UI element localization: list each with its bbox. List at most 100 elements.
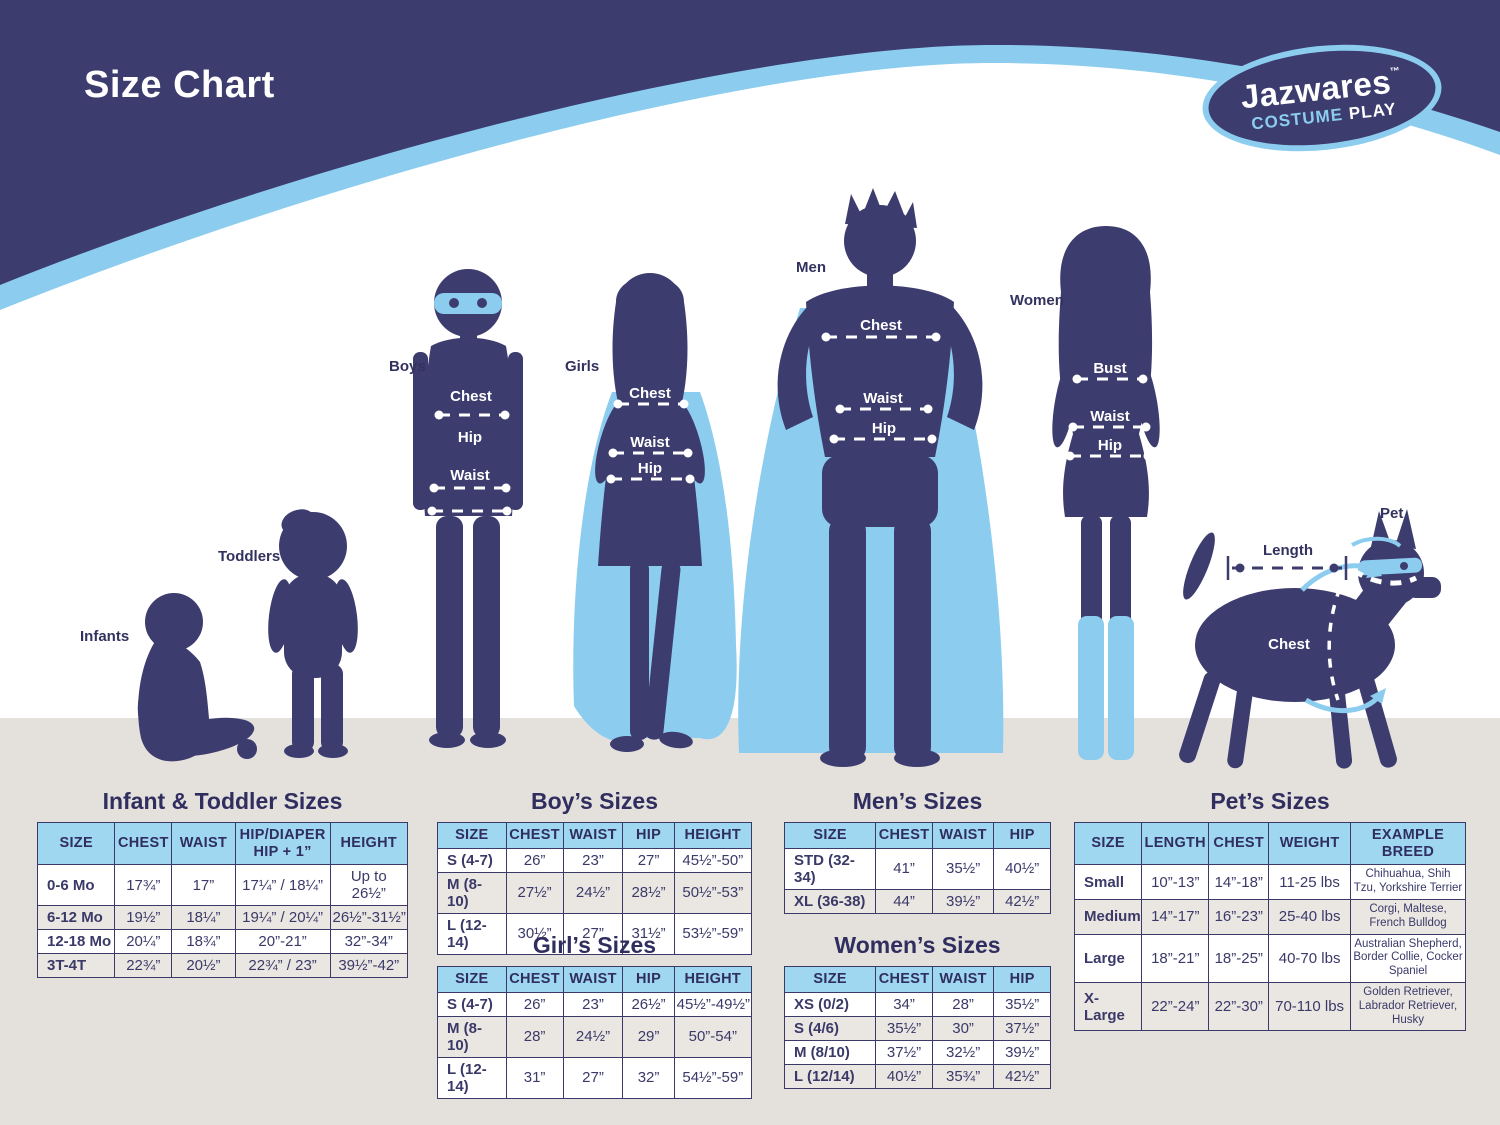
table-cell: Chihuahua, Shih Tzu, Yorkshire Terrier xyxy=(1350,864,1466,900)
pet-chest-label: Chest xyxy=(1268,636,1310,653)
pets-sizes-section: Pet’s Sizes SIZE LENGTH CHEST WEIGHT EXAMPLE… xyxy=(1073,788,1466,1032)
column-header: WAIST xyxy=(562,822,624,849)
table-cell: 28½” xyxy=(622,871,675,914)
table-row: XS (0/2) 34” 28” 35½” xyxy=(783,991,1051,1017)
table-cell: 53½”-59” xyxy=(673,912,753,955)
pet-dog-silhouette xyxy=(1179,509,1441,769)
boy-silhouette xyxy=(413,269,523,748)
table-cell: 32” xyxy=(622,1056,675,1099)
table-cell: 19¼” / 20¼” xyxy=(234,905,331,931)
infants-label: Infants xyxy=(80,628,130,645)
mens-sizes-table: SIZE CHEST WAIST HIP STD (32-34) 41” 35½” 40½” X… xyxy=(783,822,1051,914)
trademark-symbol: ™ xyxy=(1389,65,1401,78)
infant-silhouette xyxy=(137,593,257,762)
table-cell: 54½”-59” xyxy=(673,1056,753,1099)
table-cell: 27” xyxy=(562,1056,624,1099)
table-cell: 44” xyxy=(875,888,933,914)
table-cell: 45½”-50” xyxy=(673,847,753,873)
table-row: M (8-10) 28” 24½” 29” 50”-54” xyxy=(437,1015,753,1058)
women-waist-label: Waist xyxy=(1090,408,1130,425)
column-header: CHEST xyxy=(114,821,173,866)
table-cell: Up to 26½” xyxy=(329,864,408,907)
table-cell: Golden Retriever, Labrador Retriever, Hu… xyxy=(1350,981,1466,1032)
infant-toddler-sizes-title: Infant & Toddler Sizes xyxy=(102,788,343,814)
table-row: S (4/6) 35½” 30” 37½” xyxy=(783,1015,1051,1041)
table-cell: L (12/14) xyxy=(783,1063,877,1089)
column-header: SIZE xyxy=(437,822,507,849)
mens-sizes-section: Men’s Sizes SIZE CHEST WAIST HIP STD (32-34)… xyxy=(783,788,1051,914)
column-header: HIP xyxy=(622,822,675,849)
table-cell: M (8-10) xyxy=(437,871,507,914)
table-cell: 37½” xyxy=(875,1039,933,1065)
table-cell: 23” xyxy=(562,847,624,873)
pet-length-line xyxy=(1226,556,1348,580)
table-row: 0-6 Mo 17¾” 17” 17¼” / 18¼” Up to 26½” xyxy=(36,864,408,907)
table-cell: STD (32-34) xyxy=(783,847,877,890)
table-cell: 20½” xyxy=(171,953,236,979)
boys-sizes-title: Boy’s Sizes xyxy=(531,788,658,814)
pet-label: Pet xyxy=(1380,505,1404,522)
column-header: HIP xyxy=(993,822,1051,849)
column-header: WAIST xyxy=(931,822,995,849)
girls-label: Girls xyxy=(565,358,600,375)
table-cell: Large xyxy=(1073,933,1143,983)
table-cell: 32”-34” xyxy=(329,929,408,955)
column-header: WAIST xyxy=(562,966,624,993)
table-cell: 40½” xyxy=(875,1063,933,1089)
table-row: M (8/10) 37½” 32½” 39½” xyxy=(783,1039,1051,1065)
womens-sizes-table: SIZE CHEST WAIST HIP XS (0/2) 34” 28” 35½” S (4/… xyxy=(783,966,1051,1089)
table-cell: 70-110 lbs xyxy=(1268,981,1352,1032)
table-cell: 39½” xyxy=(931,888,995,914)
table-cell: 27” xyxy=(562,912,624,955)
table-cell: 18”-21” xyxy=(1141,933,1210,983)
table-cell: XS (0/2) xyxy=(783,991,877,1017)
pet-length-line-dots xyxy=(1235,563,1339,573)
table-cell: 31” xyxy=(505,1056,564,1099)
column-header: WAIST xyxy=(171,821,236,866)
table-cell: 18¾” xyxy=(171,929,236,955)
toddlers-label: Toddlers xyxy=(218,548,281,565)
table-cell: 28” xyxy=(505,1015,564,1058)
table-cell: 31½” xyxy=(622,912,675,955)
men-chest-label: Chest xyxy=(860,317,902,334)
column-header: HIP/DIAPER HIP + 1” xyxy=(234,821,331,866)
boys-sizes-section: Boy’s Sizes SIZE CHEST WAIST HIP HEIGHT S (4-… xyxy=(437,788,753,955)
toddler-silhouette xyxy=(268,509,358,758)
table-row: M (8-10) 27½” 24½” 28½” 50½”-53” xyxy=(437,871,753,914)
table-cell: S (4-7) xyxy=(437,991,507,1017)
boys-sizes-table: SIZE CHEST WAIST HIP HEIGHT S (4-7) 26” 23” 27” 4… xyxy=(437,822,753,955)
table-cell: 42½” xyxy=(993,1063,1051,1089)
table-cell: 0-6 Mo xyxy=(36,864,116,907)
table-cell: 24½” xyxy=(562,871,624,914)
table-row: L (12/14) 40½” 35¾” 42½” xyxy=(783,1063,1051,1089)
mens-sizes-title: Men’s Sizes xyxy=(852,788,983,814)
woman-boot xyxy=(1078,616,1104,760)
table-cell: 35½” xyxy=(931,847,995,890)
table-row: 12-18 Mo 20¼” 18¾” 20”-21” 32”-34” xyxy=(36,929,408,955)
table-cell: 3T-4T xyxy=(36,953,116,979)
table-cell: 17¾” xyxy=(114,864,173,907)
men-waist-label: Waist xyxy=(863,390,903,407)
boys-waist-label: Waist xyxy=(450,467,490,484)
column-header: LENGTH xyxy=(1141,821,1210,866)
table-cell: 37½” xyxy=(993,1015,1051,1041)
woman-boot xyxy=(1108,616,1134,760)
column-header: CHEST xyxy=(505,822,564,849)
table-cell: 19½” xyxy=(114,905,173,931)
column-header: SIZE xyxy=(1073,821,1143,866)
table-cell: 16”-23” xyxy=(1208,898,1270,935)
table-cell: M (8/10) xyxy=(783,1039,877,1065)
table-row: Large 18”-21” 18”-25” 40-70 lbs Australian S… xyxy=(1073,933,1466,983)
table-cell: Corgi, Maltese, French Bulldog xyxy=(1350,898,1466,935)
girls-sizes-table: SIZE CHEST WAIST HIP HEIGHT S (4-7) 26” 23” 26½”… xyxy=(437,966,753,1099)
table-row: S (4-7) 26” 23” 26½” 45½”-49½” xyxy=(437,991,753,1017)
table-cell: 26½” xyxy=(622,991,675,1017)
table-cell: 10”-13” xyxy=(1141,864,1210,900)
table-cell: 18¼” xyxy=(171,905,236,931)
table-cell: 40-70 lbs xyxy=(1268,933,1352,983)
women-bust-label: Bust xyxy=(1093,360,1127,377)
womens-sizes-title: Women’s Sizes xyxy=(834,932,1001,958)
man-silhouette xyxy=(738,188,1004,767)
table-cell: M (8-10) xyxy=(437,1015,507,1058)
table-cell: 42½” xyxy=(993,888,1051,914)
